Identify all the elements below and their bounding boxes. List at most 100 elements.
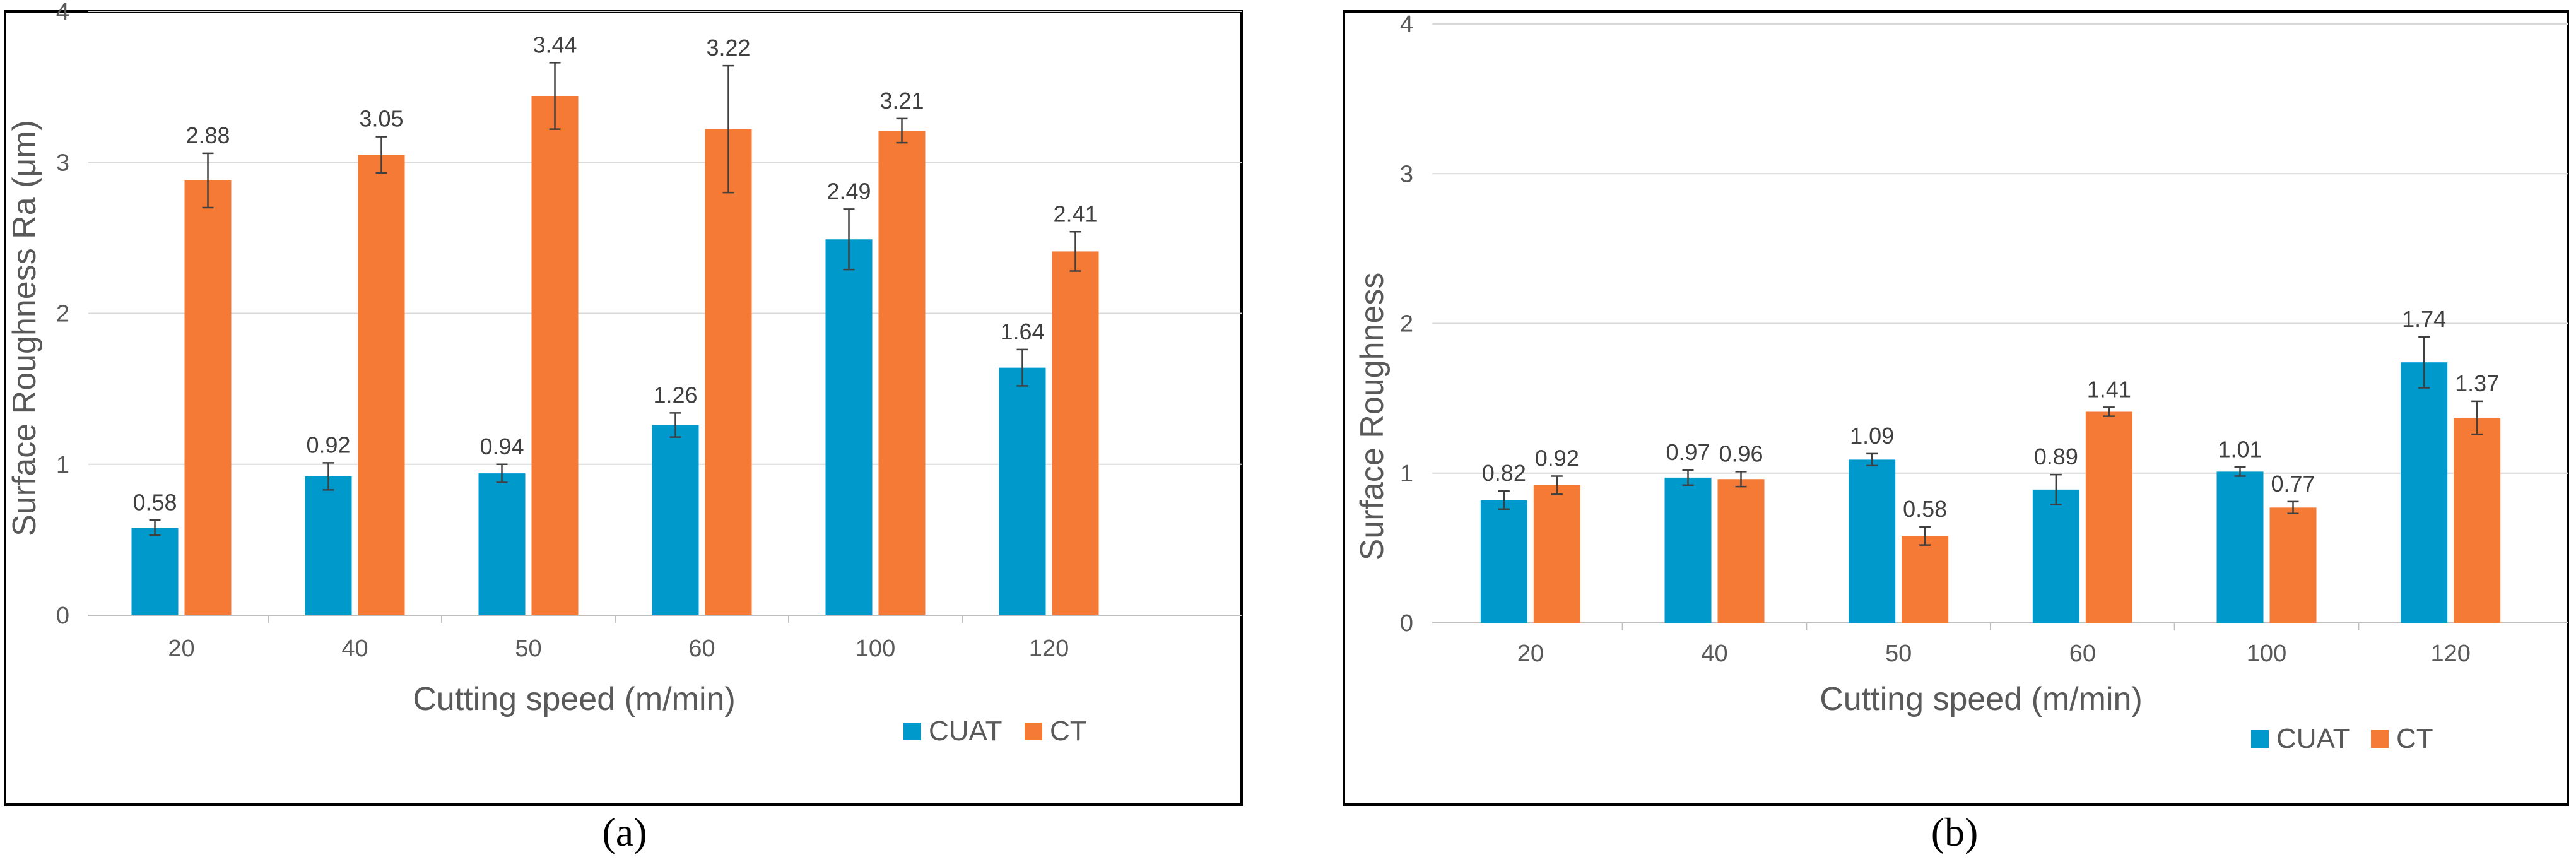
chart-b-y-tick-label: 2 xyxy=(1400,311,1413,338)
chart-a-y-tick-label: 1 xyxy=(56,452,69,478)
chart-a-bar-ct xyxy=(531,95,579,616)
chart-a-data-label-ct: 3.44 xyxy=(532,32,577,57)
chart-a-legend-swatch-cuat xyxy=(903,723,921,740)
chart-a-bars xyxy=(131,95,1099,616)
chart-a-x-tick-label: 20 xyxy=(168,635,194,662)
chart-b-bars xyxy=(1480,362,2501,623)
chart-b-legend-swatch-ct xyxy=(2371,730,2389,748)
chart-b-bar-ct xyxy=(2269,507,2317,623)
chart-b-bar-ct xyxy=(1902,536,1949,623)
chart-b-bar-cuat xyxy=(1664,477,1712,623)
chart-b-data-label-ct: 1.41 xyxy=(2087,376,2131,402)
chart-b-data-label-cuat: 0.82 xyxy=(1482,460,1526,486)
chart-b-error-bar-ct xyxy=(2287,500,2299,515)
chart-a-bar-ct xyxy=(1052,251,1099,616)
chart-b-error-bar-cuat xyxy=(1866,452,1878,467)
chart-a-bar-cuat xyxy=(825,239,873,616)
chart-b-y-axis-title: Surface Roughness xyxy=(1354,273,1391,561)
chart-a-data-label-cuat: 0.58 xyxy=(132,489,177,515)
chart-b-error-bar-cuat xyxy=(1682,469,1694,486)
chart-b-data-label-cuat: 1.01 xyxy=(2218,436,2262,462)
chart-b-y-tick-labels: 0 1 2 3 4 xyxy=(1400,11,1413,637)
chart-b-data-label-ct: 0.77 xyxy=(2271,471,2315,497)
chart-a-x-tick-labels: 20 40 50 60 100 120 xyxy=(168,635,1069,662)
chart-b-frame xyxy=(1343,10,2569,806)
chart-b-y-tick-label: 1 xyxy=(1400,461,1413,487)
chart-a-data-label-ct: 3.21 xyxy=(879,88,924,114)
chart-a-error-bars xyxy=(149,62,1081,536)
chart-b-data-label-ct: 0.96 xyxy=(1719,440,1763,466)
chart-a-bar-ct xyxy=(184,180,232,616)
chart-b-data-labels: 0.82 0.92 0.97 0.96 1.09 0.58 0.89 1.41 1.01 0.77… xyxy=(1482,306,2499,522)
chart-a-error-bar-ct xyxy=(1069,231,1081,272)
chart-a-data-labels: 0.58 2.88 0.92 3.05 0.94 3.44 1.26 3.22 2.49 3.21… xyxy=(132,32,1097,515)
chart-a-panel-label: (a) xyxy=(602,810,647,854)
chart-b-data-label-cuat: 1.74 xyxy=(2402,306,2446,332)
chart-b-y-tick-label: 3 xyxy=(1400,161,1413,187)
chart-a-legend-swatch-ct xyxy=(1025,723,1042,740)
chart-b-error-bar-cuat xyxy=(2050,473,2062,505)
chart-a-error-bar-cuat xyxy=(496,463,508,483)
chart-b-error-bar-cuat xyxy=(1498,490,1510,510)
chart-a: 0 1 2 3 4 20 40 50 60 100 120 0.58 2.88 0.92 3.05 0.9… xyxy=(4,0,1243,854)
chart-a-error-bar-ct xyxy=(375,136,387,174)
chart-b-error-bar-ct xyxy=(1919,526,1931,546)
chart-a-bar-cuat xyxy=(999,367,1046,615)
chart-b-error-bar-ct xyxy=(1735,471,1747,488)
chart-b-error-bar-ct xyxy=(1551,475,1563,495)
chart-a-y-axis-title: Surface Roughness Ra (μm) xyxy=(6,120,43,536)
chart-a-gridlines xyxy=(88,11,1242,623)
chart-b-x-tick-label: 120 xyxy=(2430,641,2470,667)
chart-b-x-tick-label: 100 xyxy=(2247,641,2286,667)
chart-a-error-bar-cuat xyxy=(149,519,161,536)
chart-a-bar-cuat xyxy=(131,528,179,615)
chart-a-x-axis-title: Cutting speed (m/min) xyxy=(413,681,736,717)
chart-b-error-bar-ct xyxy=(2471,400,2483,435)
chart-b: 0 1 2 3 4 20 40 50 60 100 120 0.82 0.92 0.97 0.96 1.0… xyxy=(1343,10,2569,854)
chart-a-data-label-ct: 3.22 xyxy=(706,35,750,61)
chart-a-error-bar-cuat xyxy=(1016,348,1028,387)
chart-b-data-label-cuat: 0.97 xyxy=(1666,439,1710,465)
chart-a-bar-ct xyxy=(358,155,405,616)
chart-a-data-label-cuat: 2.49 xyxy=(826,178,871,204)
chart-a-legend: CUAT CT xyxy=(903,716,1087,747)
chart-a-x-tick-label: 100 xyxy=(856,635,895,662)
chart-a-y-tick-label: 2 xyxy=(56,301,69,328)
chart-b-x-tick-label: 20 xyxy=(1517,641,1544,667)
chart-a-error-bar-ct xyxy=(202,152,214,209)
chart-b-legend: CUAT CT xyxy=(2251,723,2433,754)
chart-b-bar-cuat xyxy=(2032,489,2079,623)
chart-b-gridlines xyxy=(1432,23,2568,630)
chart-b-bar-cuat xyxy=(1480,500,1527,623)
chart-b-data-label-cuat: 1.09 xyxy=(1850,423,1894,449)
chart-a-bar-cuat xyxy=(305,476,352,615)
chart-b-x-tick-label: 60 xyxy=(2069,641,2096,667)
chart-a-data-label-ct: 2.88 xyxy=(185,122,230,148)
chart-a-y-tick-labels: 0 1 2 3 4 xyxy=(56,0,69,629)
chart-b-y-tick-label: 4 xyxy=(1400,11,1413,38)
chart-b-x-tick-labels: 20 40 50 60 100 120 xyxy=(1517,641,2471,667)
chart-b-error-bar-ct xyxy=(2103,406,2115,417)
chart-b-error-bar-cuat xyxy=(2418,336,2430,389)
chart-b-bar-ct xyxy=(1717,479,1765,623)
chart-a-y-tick-label: 0 xyxy=(56,603,69,629)
chart-a-data-label-cuat: 0.94 xyxy=(479,434,524,459)
chart-a-error-bar-cuat xyxy=(322,462,334,491)
chart-a-bar-ct xyxy=(705,129,752,616)
chart-a-y-tick-label: 4 xyxy=(56,0,69,25)
chart-b-x-tick-label: 50 xyxy=(1885,641,1912,667)
chart-a-data-label-cuat: 1.64 xyxy=(1000,319,1044,345)
chart-a-x-tick-label: 50 xyxy=(515,635,541,662)
chart-a-data-label-ct: 3.05 xyxy=(359,106,403,132)
chart-b-legend-label-cuat: CUAT xyxy=(2276,723,2350,754)
chart-b-data-label-ct: 1.37 xyxy=(2455,370,2499,396)
chart-a-data-label-cuat: 1.26 xyxy=(653,382,697,408)
chart-a-data-label-ct: 2.41 xyxy=(1053,201,1097,227)
chart-b-bar-cuat xyxy=(2216,471,2264,623)
chart-a-error-bar-cuat xyxy=(669,412,681,438)
chart-a-error-bar-ct xyxy=(549,62,561,130)
chart-b-legend-label-ct: CT xyxy=(2396,723,2433,754)
chart-b-bar-ct xyxy=(1533,485,1580,623)
chart-b-data-label-ct: 0.92 xyxy=(1535,445,1579,471)
